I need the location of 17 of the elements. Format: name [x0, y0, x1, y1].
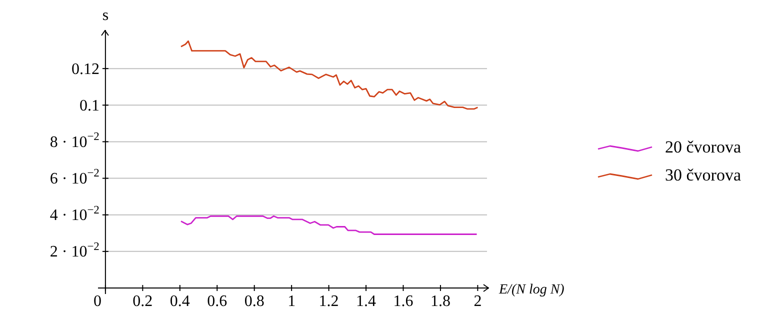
legend-label: 20 čvorova: [665, 137, 742, 156]
x-tick-label: 1: [288, 293, 296, 310]
x-tick-label: 1.6: [393, 293, 414, 310]
x-tick-label: 2: [474, 293, 482, 310]
x-tick-label: 1.8: [430, 293, 450, 310]
legend-label: 30 čvorova: [665, 165, 742, 184]
y-tick-label: 0.1: [79, 97, 100, 114]
x-tick-label: 0.4: [170, 293, 190, 310]
x-tick-label: 1.4: [356, 293, 376, 310]
x-tick-label: 0.2: [132, 293, 153, 310]
x-tick-label: 1.2: [318, 293, 339, 310]
x-tick-label: 0.6: [207, 293, 228, 310]
x-tick-label: 0.8: [244, 293, 264, 310]
x-tick-label: 0: [93, 293, 102, 310]
x-axis-title: E/(N log N): [498, 282, 565, 298]
y-axis-title: s: [102, 7, 109, 24]
y-tick-label: 0.12: [71, 60, 100, 78]
